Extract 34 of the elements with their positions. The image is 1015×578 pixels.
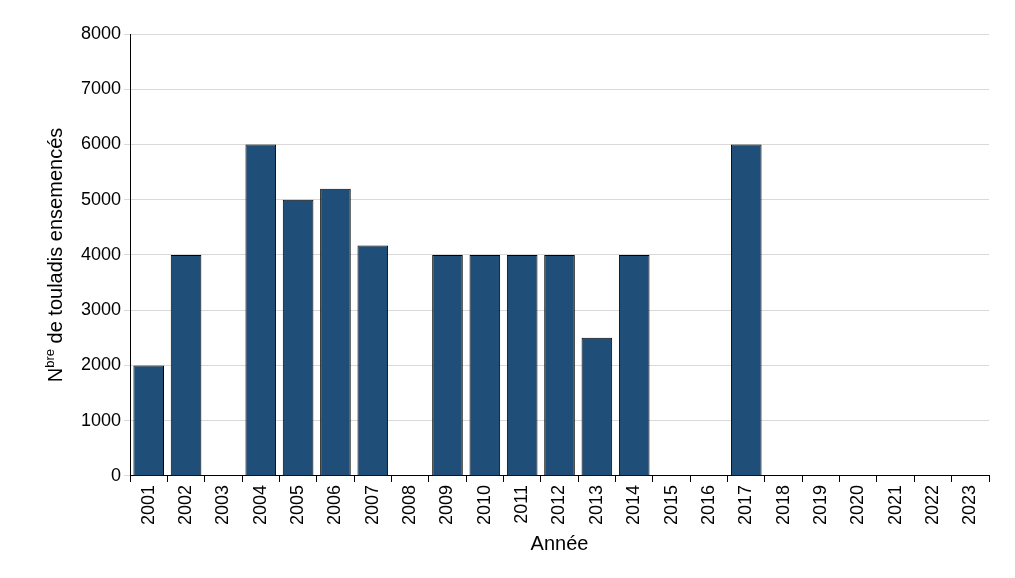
y-tick-label: 8000 [81,22,122,43]
y-tick-label: 0 [111,464,122,485]
x-tick-label: 2018 [772,484,793,525]
x-tick-label: 2011 [511,484,532,524]
x-tick-label: 2001 [137,484,158,525]
y-tick-label: 7000 [81,78,122,99]
x-tick-label: 2010 [473,484,494,525]
x-axis-title: Année [530,531,589,554]
x-tick-label: 2023 [959,484,980,525]
y-axis-title: Nbre de touladis ensemencés [41,127,66,383]
x-tick-label: 2020 [847,484,868,525]
y-tick-label: 4000 [81,243,122,264]
x-tick-label: 2007 [361,484,382,525]
x-tick-label: 2004 [249,484,270,525]
x-tick-label: 2003 [212,484,233,525]
x-tick-label: 2002 [175,484,196,525]
x-tick-label: 2016 [697,484,718,525]
x-tick-label: 2013 [585,484,606,525]
x-tick-label: 2014 [623,484,644,525]
y-tick-label: 2000 [81,354,122,375]
x-tick-label: 2009 [436,484,457,525]
x-tick-label: 2022 [921,484,942,525]
x-tick-label: 2015 [660,484,681,525]
x-tick-label: 2021 [884,484,905,525]
y-tick-label: 1000 [81,409,122,430]
y-tick-label: 3000 [81,299,122,320]
x-tick-label: 2012 [548,484,569,525]
x-tick-label: 2008 [399,484,420,525]
x-tick-label: 2006 [324,484,345,525]
x-tick-label: 2019 [809,484,830,525]
x-tick-label: 2017 [735,484,756,525]
y-tick-label: 5000 [81,188,122,209]
y-tick-label: 6000 [81,133,122,154]
x-tick-label: 2005 [287,484,308,525]
